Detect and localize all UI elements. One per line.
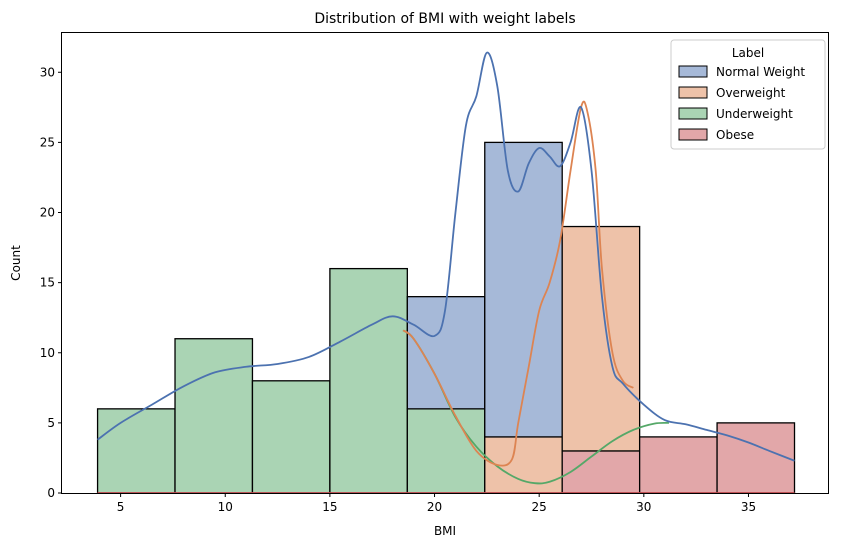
bar-normal-weight-bin-6 [484, 141, 563, 438]
x-tick-label: 25 [532, 500, 547, 514]
bar-obese-bin-7 [561, 450, 641, 494]
x-tick-label: 20 [427, 500, 442, 514]
legend-label-normal-weight: Normal Weight [716, 65, 805, 79]
x-tick-label: 30 [636, 500, 651, 514]
y-axis: 0 5 10 15 20 25 30 [40, 65, 62, 500]
legend-label-obese: Obese [716, 128, 754, 142]
legend-title: Label [732, 46, 764, 60]
x-tick-label: 10 [218, 500, 233, 514]
x-axis: 5 10 15 20 25 30 35 [117, 493, 756, 514]
x-axis-label: BMI [434, 524, 456, 538]
legend-swatch-underweight [678, 107, 708, 120]
x-tick-label: 5 [117, 500, 125, 514]
bar-underweight-bin-2 [174, 338, 254, 494]
x-tick-label: 15 [322, 500, 337, 514]
plot-frame [61, 32, 829, 494]
kde-curve-normal-weight [97, 51, 795, 462]
legend-box [670, 39, 826, 150]
bar-obese-bin-9 [716, 422, 796, 494]
histogram-bars [96, 141, 796, 494]
legend-label-underweight: Underweight [716, 107, 793, 121]
y-axis-label: Count [9, 245, 23, 281]
y-tick-label: 5 [47, 416, 55, 430]
y-tick-label: 10 [40, 346, 55, 360]
legend: Label Normal Weight Overweight Underweight O… [670, 39, 826, 150]
y-tick-label: 30 [40, 65, 55, 79]
bar-underweight-bin-5 [406, 408, 486, 494]
legend-swatch-overweight [678, 86, 708, 99]
y-tick-label: 20 [40, 206, 55, 220]
bar-underweight-bin-1 [96, 408, 176, 494]
x-tick-label: 35 [741, 500, 756, 514]
bar-underweight-bin-4 [329, 267, 408, 494]
kde-curve-overweight [402, 100, 634, 467]
chart-title: Distribution of BMI with weight labels [314, 11, 575, 27]
legend-label-overweight: Overweight [716, 86, 786, 100]
legend-swatch-obese [678, 128, 708, 141]
y-tick-label: 15 [40, 276, 55, 290]
bar-underweight-bin-3 [251, 380, 331, 494]
bar-obese-bin-8 [638, 436, 718, 494]
y-tick-label: 0 [47, 486, 55, 500]
y-tick-label: 25 [40, 135, 55, 149]
legend-swatch-normal-weight [678, 65, 708, 78]
bar-normal-weight-bin-5 [406, 296, 486, 410]
